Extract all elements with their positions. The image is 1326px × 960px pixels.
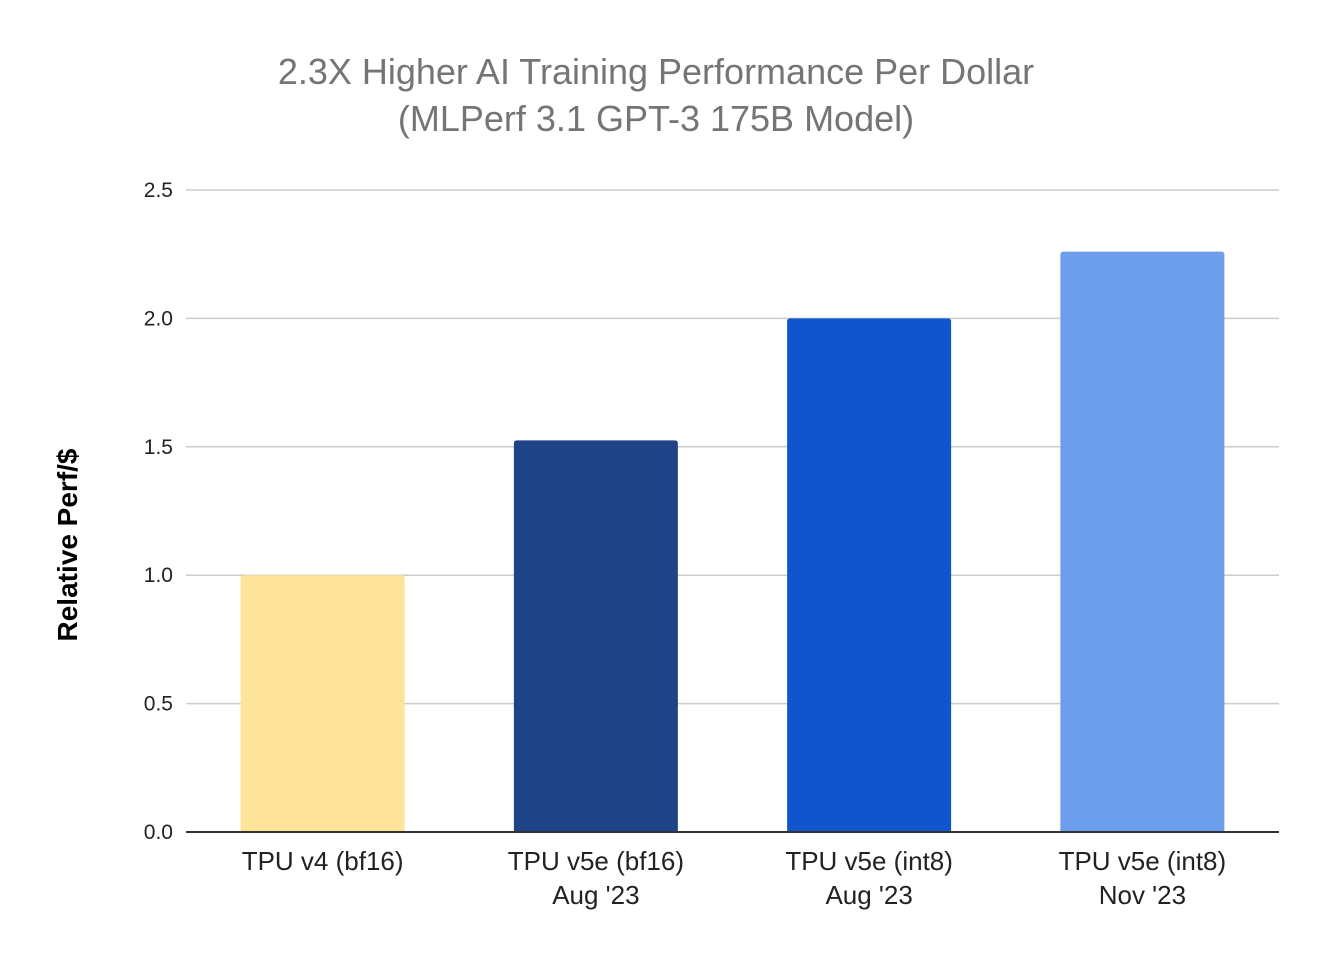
bar <box>787 318 952 832</box>
x-category-label: Nov '23 <box>1099 880 1186 910</box>
x-category-label: Aug '23 <box>552 880 639 910</box>
bar <box>513 440 678 832</box>
chart-title: 2.3X Higher AI Training Performance Per … <box>278 51 1034 139</box>
y-tick-label: 0.0 <box>144 821 173 844</box>
y-tick-label: 0.5 <box>144 693 173 716</box>
y-axis-ticks: 0.0 0.5 1.0 1.5 2.0 2.5 <box>144 179 173 844</box>
x-category-label: TPU v5e (int8) <box>1059 846 1227 876</box>
x-category-label: TPU v5e (bf16) <box>508 846 684 876</box>
bars <box>240 251 1225 832</box>
bar <box>240 575 405 832</box>
bar <box>1060 251 1225 832</box>
x-category-label: Aug '23 <box>825 880 912 910</box>
y-tick-label: 2.5 <box>144 179 173 202</box>
chart-title-line-2: (MLPerf 3.1 GPT-3 175B Model) <box>398 98 914 139</box>
y-axis-title: Relative Perf/$ <box>52 448 83 641</box>
x-axis-categories: TPU v4 (bf16) TPU v5e (bf16) Aug '23 TPU v5… <box>242 846 1226 910</box>
y-tick-label: 1.0 <box>144 564 173 587</box>
chart-title-line-1: 2.3X Higher AI Training Performance Per … <box>278 51 1034 92</box>
y-tick-label: 1.5 <box>144 436 173 459</box>
x-category-label: TPU v4 (bf16) <box>242 846 404 876</box>
y-tick-label: 2.0 <box>144 307 173 330</box>
x-category-label: TPU v5e (int8) <box>785 846 953 876</box>
